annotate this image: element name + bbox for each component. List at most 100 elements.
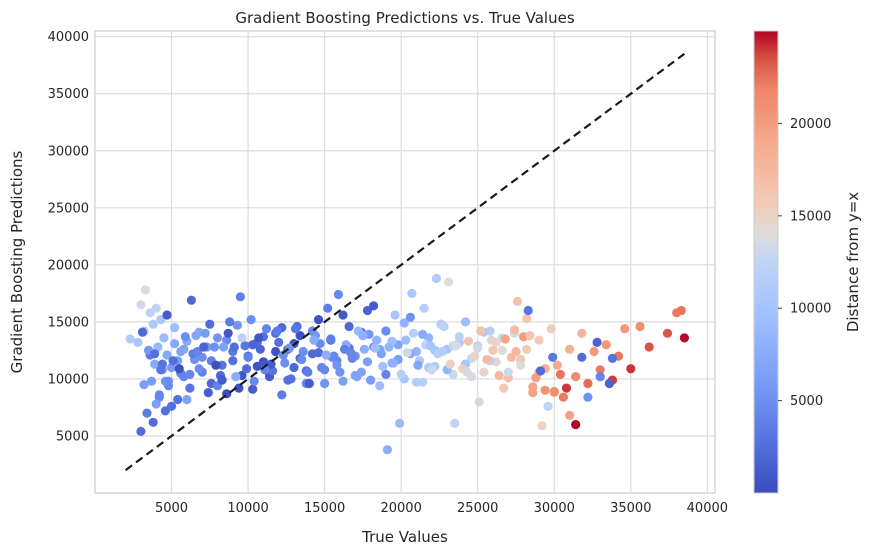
scatter-point (589, 346, 599, 357)
scatter-point (396, 369, 406, 379)
scatter-point (209, 342, 219, 352)
scatter-point (323, 303, 333, 313)
scatter-point (425, 341, 435, 351)
scatter-point (531, 373, 541, 383)
scatter-point (286, 374, 296, 384)
scatter-point (332, 360, 342, 370)
scatter-point (151, 303, 161, 313)
scatter-point (384, 342, 394, 352)
scatter-point (571, 372, 581, 382)
scatter-point (234, 383, 244, 393)
scatter-point (528, 388, 538, 398)
scatter-point (248, 384, 258, 394)
scatter-point (254, 333, 264, 343)
scatter-point (565, 344, 575, 354)
scatter-point (297, 354, 307, 365)
scatter-point (454, 332, 464, 342)
scatter-point (185, 383, 195, 393)
scatter-point (595, 365, 605, 375)
colorbar-label: Distance from y=x (844, 192, 862, 332)
scatter-point (142, 408, 152, 418)
scatter-point (290, 324, 301, 334)
scatter-point (261, 324, 272, 334)
x-tick-label: 25000 (457, 501, 498, 516)
x-axis-ticks: 5000 10000 15000 20000 25000 30000 35000 40000 (155, 501, 728, 516)
scatter-point (359, 344, 369, 354)
x-tick-label: 20000 (380, 501, 421, 516)
scatter-point (249, 376, 259, 386)
scatter-point (148, 417, 158, 427)
scatter-point (303, 367, 313, 377)
scatter-point (326, 334, 336, 344)
scatter-point (402, 348, 412, 358)
scatter-point (408, 328, 418, 338)
scatter-point (388, 358, 399, 368)
scatter-point (352, 372, 362, 382)
y-axis-ticks: 5000 10000 15000 20000 25000 30000 35000 40000 (48, 30, 89, 444)
scatter-point (225, 317, 235, 327)
scatter-point (473, 343, 483, 353)
scatter-point (375, 381, 385, 391)
scatter-point (173, 394, 183, 405)
scatter-point (137, 327, 148, 337)
scatter-point (523, 305, 533, 316)
scatter-point (601, 340, 611, 350)
scatter-point (272, 326, 282, 336)
scatter-point (139, 380, 149, 390)
plot-frame (94, 30, 716, 494)
scatter-point (522, 344, 532, 354)
y-tick-label: 40000 (48, 30, 89, 45)
scatter-point (537, 421, 547, 431)
x-tick-label: 35000 (610, 501, 651, 516)
colorbar-gradient (753, 30, 779, 494)
scatter-point (497, 345, 507, 355)
scatter-point (280, 358, 290, 368)
scatter-point (266, 359, 276, 369)
plot-area: 5000 10000 15000 20000 25000 30000 35000 40000 … (48, 30, 728, 516)
scatter-point (186, 295, 196, 305)
scatter-point (500, 334, 510, 344)
scatter-point (499, 383, 509, 393)
scatter-point (235, 292, 245, 302)
colorbar-ticks: 5000 10000 15000 20000 (778, 117, 831, 409)
scatter-point (445, 359, 455, 369)
scatter-point (248, 340, 258, 350)
scatter-point (219, 342, 229, 352)
scatter-point (676, 305, 686, 316)
scatter-point (151, 399, 161, 409)
scatter-point (278, 350, 288, 360)
scatter-point (274, 337, 284, 347)
colorbar-tick-label: 15000 (790, 209, 831, 224)
scatter-point (565, 410, 575, 420)
scatter-point (156, 365, 166, 375)
scatter-point (309, 335, 319, 345)
x-axis-label: True Values (361, 528, 448, 546)
scatter-point (231, 372, 241, 382)
scatter-point (185, 369, 195, 379)
x-tick-label: 30000 (534, 501, 575, 516)
scatter-point (162, 350, 172, 360)
scatter-point (295, 331, 305, 341)
scatter-point (503, 367, 513, 377)
scatter-point (140, 285, 151, 295)
scatter-point (168, 356, 178, 366)
colorbar-tick-label: 10000 (790, 302, 831, 317)
scatter-point (407, 288, 417, 298)
scatter-point (150, 349, 160, 359)
scatter-point (150, 359, 160, 369)
scatter-point (366, 375, 376, 385)
scatter-point (199, 342, 209, 352)
x-tick-label: 5000 (155, 501, 188, 516)
scatter-point (460, 317, 471, 327)
scatter-point (203, 388, 213, 398)
scatter-point (372, 335, 382, 345)
y-tick-label: 5000 (56, 429, 89, 444)
y-axis-label: Gradient Boosting Predictions (8, 150, 26, 373)
scatter-point (444, 277, 454, 287)
scatter-point (240, 341, 250, 351)
scatter-point (427, 365, 437, 375)
scatter-point (136, 300, 146, 310)
scatter-point (470, 351, 480, 361)
scatter-point (644, 342, 654, 352)
scatter-point (662, 328, 673, 338)
